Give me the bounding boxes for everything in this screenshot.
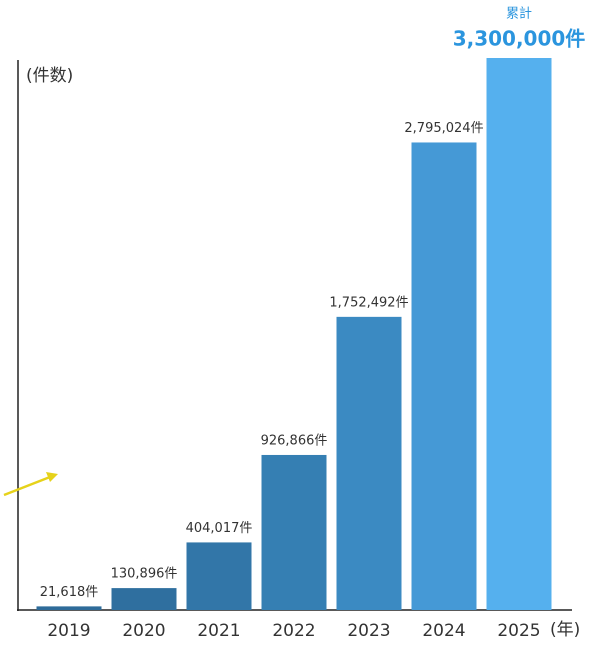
y-axis-label: (件数) [26,66,73,86]
annotation: 累計 [506,6,532,22]
value-label: 130,896件 [111,567,178,582]
x-tick-label: 2022 [272,621,315,641]
x-tick-label: 2021 [197,621,240,641]
bar [336,316,402,610]
x-tick-label: 2025 [497,621,540,641]
arrow [3,472,58,497]
value-label: 404,017件 [186,521,253,536]
x-axis-label: (年) [550,620,580,640]
x-tick-label: 2023 [347,621,390,641]
value-label: 3,300,000件 [453,27,586,51]
value-label: 926,866件 [261,433,328,448]
bar [186,542,252,610]
bar [411,142,477,610]
bar [36,606,102,610]
bar [261,454,327,610]
bar [486,58,552,610]
value-label: 1,752,492件 [329,295,408,310]
x-tick-label: 2020 [122,621,165,641]
value-label: 21,618件 [40,585,99,600]
value-label: 2,795,024件 [404,121,483,136]
x-tick-label: 2019 [47,621,90,641]
bar [111,588,177,610]
x-tick-label: 2024 [422,621,465,641]
